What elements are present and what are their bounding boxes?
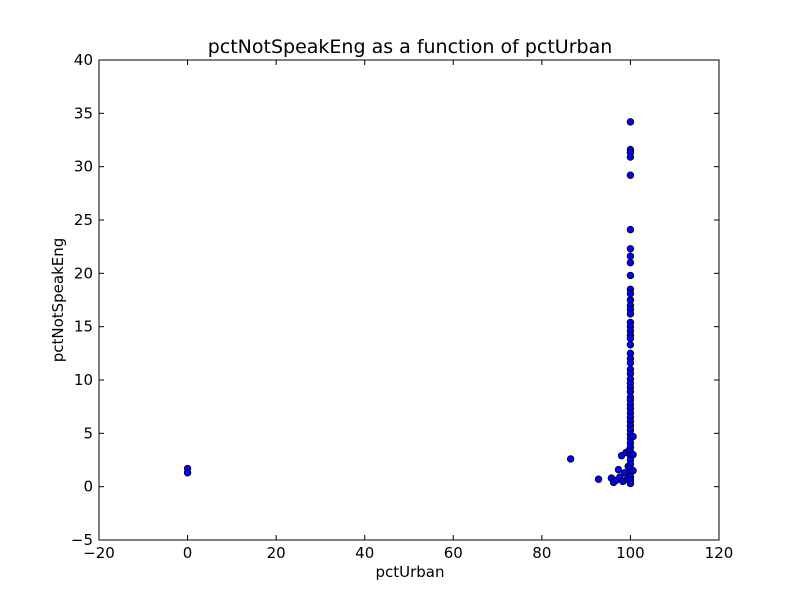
data-point — [566, 455, 575, 463]
data-point — [626, 289, 635, 298]
data-point — [626, 153, 635, 161]
y-axis: −5 0 5 10 15 20 25 30 35 40 — [71, 51, 719, 549]
data-point — [626, 245, 635, 253]
data-point — [626, 271, 635, 280]
x-axis-label: pctUrban — [375, 563, 444, 581]
plot-frame — [98, 59, 720, 541]
data-point — [626, 118, 635, 126]
y-tick-label: 20 — [74, 264, 93, 282]
chart-title: pctNotSpeakEng as a function of pctUrban — [208, 36, 613, 58]
data-point — [626, 171, 635, 179]
y-tick-label: 15 — [74, 318, 93, 336]
y-tick-label: 30 — [74, 158, 93, 176]
data-point — [626, 359, 635, 367]
y-tick-label: 35 — [74, 104, 93, 122]
y-tick-label: 0 — [83, 478, 93, 496]
x-tick-label: 60 — [444, 544, 463, 562]
data-point — [594, 475, 603, 483]
data-point — [626, 225, 635, 234]
x-tick-label: −20 — [83, 544, 115, 562]
x-axis: −20 0 20 40 60 80 100 120 — [83, 60, 733, 562]
x-tick-label: 40 — [355, 544, 374, 562]
y-tick-label: −5 — [71, 531, 93, 549]
data-point — [629, 466, 637, 475]
data-point — [626, 310, 635, 318]
data-point — [626, 334, 635, 343]
data-point — [629, 432, 637, 441]
y-tick-label: 10 — [74, 371, 93, 389]
data-point — [183, 469, 192, 477]
x-tick-label: 100 — [616, 544, 645, 562]
y-tick-label: 25 — [74, 211, 93, 229]
data-point — [614, 465, 623, 474]
x-tick-label: 0 — [183, 544, 193, 562]
y-tick-label: 40 — [74, 51, 93, 69]
data-point — [629, 450, 637, 459]
x-tick-label: 20 — [267, 544, 286, 562]
data-point — [626, 258, 635, 267]
y-axis-label: pctNotSpeakEng — [49, 238, 67, 363]
data-point — [626, 252, 635, 260]
x-tick-label: 120 — [705, 544, 734, 562]
data-point — [626, 479, 635, 488]
x-tick-label: 80 — [532, 544, 551, 562]
data-point — [626, 341, 635, 349]
points-layer — [183, 118, 637, 488]
y-tick-label: 5 — [83, 424, 93, 442]
